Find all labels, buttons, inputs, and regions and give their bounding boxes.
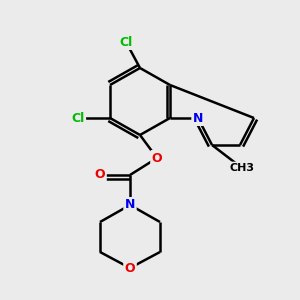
Text: N: N xyxy=(193,112,203,124)
Text: O: O xyxy=(95,169,105,182)
Text: N: N xyxy=(125,199,135,212)
Text: O: O xyxy=(125,262,135,275)
Text: CH3: CH3 xyxy=(230,163,254,173)
Text: Cl: Cl xyxy=(71,112,85,124)
Text: O: O xyxy=(152,152,162,164)
Text: Cl: Cl xyxy=(119,35,133,49)
